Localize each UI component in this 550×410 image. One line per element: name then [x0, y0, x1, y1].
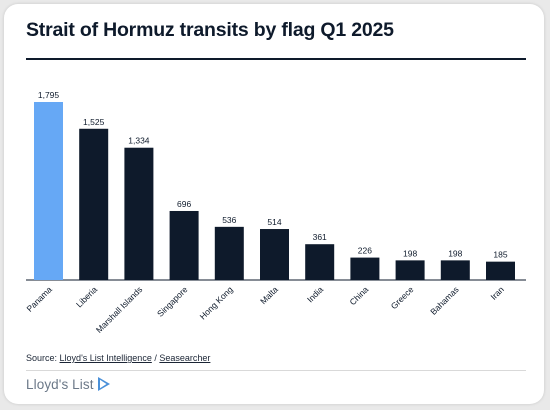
x-tick-marshall-islands: Marshall Islands	[94, 284, 145, 335]
bar-liberia	[79, 128, 109, 280]
value-label-hong-kong: 536	[222, 215, 236, 225]
value-label-greece: 198	[403, 248, 417, 258]
bar-chart: 1,795 Panama 1,525 Liberia 1,334 Marshall Isl…	[24, 90, 526, 335]
source-link-lloyds[interactable]: Lloyd's List Intelligence	[59, 353, 152, 363]
x-tick-hong-kong: Hong Kong	[198, 284, 235, 321]
value-label-india: 361	[313, 232, 327, 242]
x-tick-iran: Iran	[488, 284, 506, 302]
source-separator: /	[154, 353, 157, 363]
bar-hong-kong	[214, 226, 244, 280]
chart-title: Strait of Hormuz transits by flag Q1 202…	[26, 19, 394, 41]
x-tick-singapore: Singapore	[155, 284, 190, 319]
x-tick-liberia: Liberia	[74, 284, 99, 309]
source-prefix: Source:	[26, 353, 58, 363]
x-tick-greece: Greece	[389, 284, 416, 311]
source-link-seasearcher[interactable]: Seasearcher	[159, 353, 211, 363]
bar-india	[305, 244, 335, 280]
bar-malta	[260, 229, 289, 280]
value-label-iran: 185	[493, 250, 507, 260]
play-chevron-icon	[97, 377, 110, 391]
title-divider	[26, 58, 526, 60]
bar-china	[350, 257, 380, 280]
x-tick-malta: Malta	[258, 284, 280, 306]
bar-greece	[395, 260, 425, 280]
source-note: Source: Lloyd's List Intelligence / Seas…	[26, 353, 210, 363]
chart-card: Strait of Hormuz transits by flag Q1 202…	[4, 4, 544, 404]
value-label-china: 226	[358, 246, 372, 256]
bar-singapore	[169, 210, 199, 280]
value-label-bahamas: 198	[448, 248, 462, 258]
brand-logo: Lloyd's List	[26, 376, 111, 392]
bar-marshall-islands	[124, 147, 154, 280]
x-tick-india: India	[305, 284, 325, 304]
value-label-marshall-islands: 1,334	[128, 136, 150, 146]
bar-iran	[486, 261, 515, 280]
bar-panama	[34, 102, 63, 280]
x-tick-china: China	[348, 284, 371, 307]
value-label-malta: 514	[267, 217, 281, 227]
value-label-panama: 1,795	[38, 90, 60, 100]
bar-bahamas	[440, 260, 470, 280]
x-tick-bahamas: Bahamas	[428, 284, 460, 316]
x-tick-panama: Panama	[24, 284, 54, 314]
value-label-liberia: 1,525	[83, 117, 105, 127]
footer-divider	[26, 370, 526, 371]
brand-name: Lloyd's List	[26, 376, 94, 392]
value-label-singapore: 696	[177, 199, 191, 209]
